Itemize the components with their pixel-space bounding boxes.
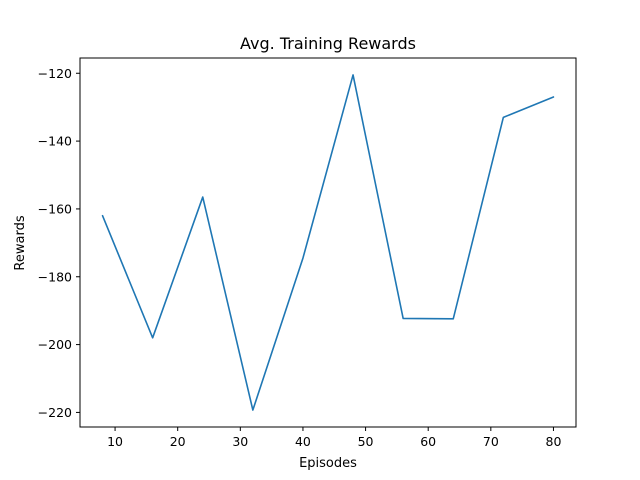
series-layer (101, 74, 555, 411)
x-axis: 10 20 30 40 50 60 70 80 (107, 427, 561, 449)
y-tick-label: −220 (38, 405, 72, 420)
y-tick-label: −120 (38, 66, 72, 81)
x-tick-label: 70 (483, 434, 499, 449)
y-tick-label: −160 (38, 201, 72, 216)
x-tick-label: 40 (295, 434, 311, 449)
y-axis-label: Rewards (13, 215, 28, 270)
x-axis-label: Episodes (299, 456, 357, 471)
y-axis: −220 −200 −180 −160 −140 −120 (38, 66, 80, 420)
y-tick-label: −140 (38, 134, 72, 149)
series-line (101, 74, 555, 411)
x-tick-label: 10 (107, 434, 123, 449)
x-tick-label: 60 (420, 434, 436, 449)
y-tick-label: −180 (38, 269, 72, 284)
x-tick-label: 30 (232, 434, 248, 449)
plot-frame (79, 57, 577, 428)
x-tick-label: 80 (546, 434, 562, 449)
x-tick-label: 20 (170, 434, 186, 449)
chart-title: Avg. Training Rewards (240, 34, 416, 53)
y-tick-label: −200 (38, 337, 72, 352)
x-tick-label: 50 (358, 434, 374, 449)
